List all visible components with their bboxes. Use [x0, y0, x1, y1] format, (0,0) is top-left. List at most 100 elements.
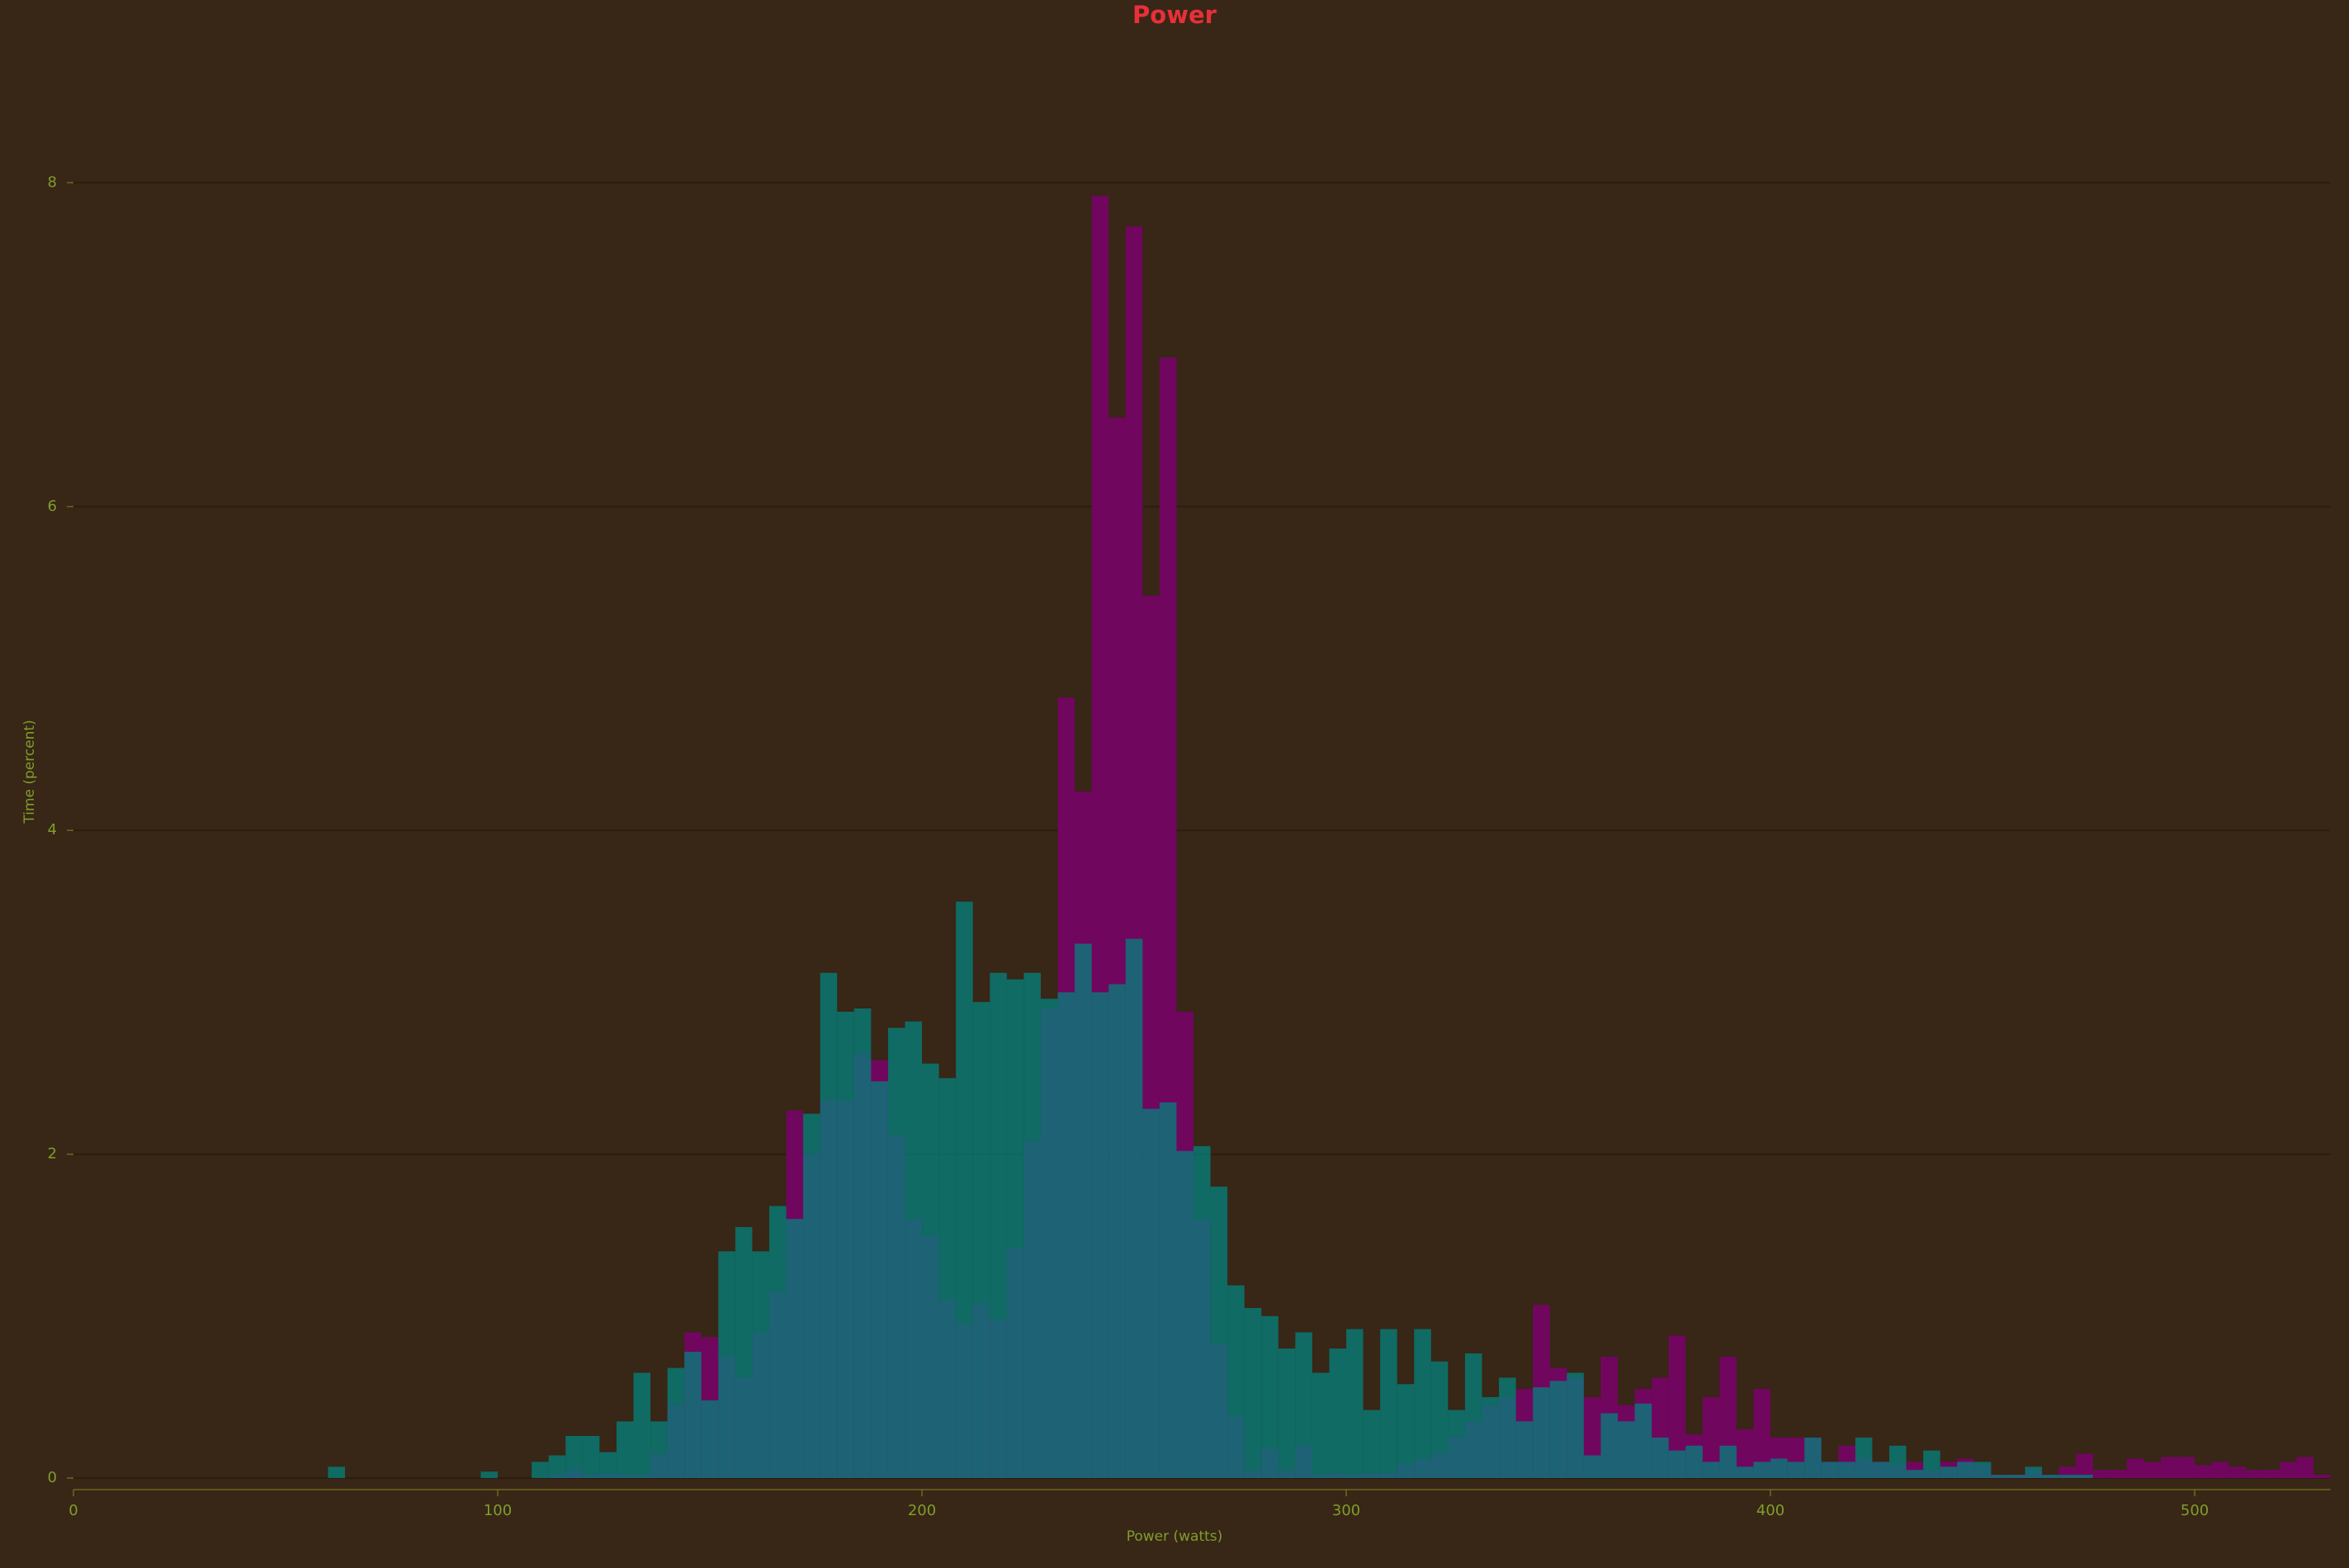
histogram-bar: [1668, 1335, 1686, 1478]
histogram-bar: [2228, 1466, 2246, 1478]
histogram-bar: [701, 1400, 719, 1478]
x-tick-label: 0: [69, 1502, 78, 1519]
histogram-bar: [1312, 1372, 1330, 1478]
histogram-bar: [633, 1372, 651, 1478]
histogram-bar: [532, 1462, 549, 1478]
histogram-bar: [1346, 1329, 1364, 1478]
histogram-bar: [2160, 1457, 2178, 1478]
y-axis-title: Time (percent): [21, 720, 38, 824]
histogram-bar: [1702, 1462, 1720, 1478]
histogram-bar: [1583, 1455, 1601, 1478]
histogram-bar: [887, 1027, 905, 1478]
histogram-bar: [1430, 1361, 1449, 1478]
histogram-bar: [1075, 943, 1092, 1478]
chart-title: Power: [1132, 1, 1217, 29]
histogram-bar: [2143, 1462, 2161, 1478]
histogram-bar: [1719, 1445, 1737, 1478]
histogram-bar: [1787, 1462, 1805, 1478]
histogram-bar: [1125, 938, 1143, 1478]
histogram-bar: [1499, 1377, 1516, 1478]
histogram-bar: [1515, 1421, 1534, 1478]
histogram-bar: [1618, 1421, 1635, 1478]
histogram-bar: [905, 1021, 923, 1478]
histogram-bar: [1600, 1413, 1619, 1478]
histogram-bar: [2177, 1457, 2195, 1478]
histogram-bar: [1210, 1186, 1228, 1478]
histogram-bar: [2195, 1465, 2212, 1478]
histogram-bar: [938, 1078, 957, 1478]
histogram-bar: [1736, 1466, 1754, 1478]
histogram-bar: [786, 1219, 804, 1478]
histogram-bar: [853, 1008, 872, 1478]
histogram-bar: [1329, 1348, 1347, 1478]
x-tick-label: 200: [908, 1502, 936, 1519]
histogram-bar: [582, 1435, 600, 1478]
histogram-bar: [480, 1471, 499, 1478]
y-tick-label: 8: [48, 173, 57, 191]
histogram-bar: [1159, 1102, 1177, 1478]
histogram-bar: [667, 1367, 685, 1478]
x-axis-title: Power (watts): [1127, 1528, 1223, 1545]
histogram-bar: [616, 1421, 634, 1478]
y-tick-label: 6: [48, 498, 57, 515]
histogram-bar: [1142, 1108, 1160, 1478]
histogram-bar: [1227, 1285, 1245, 1478]
histogram-bar: [1193, 1145, 1211, 1478]
histogram-bar: [1770, 1458, 1788, 1478]
histogram-bar: [599, 1452, 617, 1478]
histogram-bar: [328, 1466, 345, 1478]
histogram-bar: [1363, 1410, 1381, 1478]
histogram-bar: [990, 972, 1007, 1478]
x-tick-label: 100: [484, 1502, 512, 1519]
histogram-bar: [1091, 992, 1109, 1478]
histogram-bar: [1855, 1437, 1873, 1478]
histogram-bar: [1753, 1389, 1771, 1478]
y-tick-label: 0: [48, 1469, 57, 1486]
histogram-bar: [2092, 1470, 2110, 1478]
y-tick-label: 2: [48, 1145, 57, 1163]
histogram-bar: [565, 1435, 583, 1478]
histogram-bar: [1821, 1462, 1839, 1478]
histogram-bar: [1702, 1396, 1720, 1478]
histogram-bar: [2245, 1470, 2263, 1478]
histogram-bar: [768, 1206, 787, 1478]
histogram-bar: [1380, 1329, 1397, 1478]
histogram-bar: [1923, 1450, 1940, 1478]
histogram-bar: [1464, 1353, 1482, 1478]
histogram-bar: [2076, 1453, 2093, 1478]
histogram-bar: [2058, 1475, 2077, 1478]
histogram-bar: [1295, 1332, 1312, 1478]
histogram-bar: [2211, 1462, 2229, 1478]
histogram-bar: [1753, 1462, 1771, 1478]
histogram-bar: [2042, 1475, 2059, 1478]
histogram-bar: [718, 1251, 735, 1478]
histogram-bar: [1973, 1462, 1992, 1478]
histogram-bar: [1872, 1462, 1890, 1478]
histogram-bar: [1906, 1470, 1924, 1478]
histogram-bar: [1261, 1315, 1278, 1478]
x-tick-label: 300: [1332, 1502, 1360, 1519]
histogram-bar: [2314, 1475, 2331, 1478]
histogram-bar: [1940, 1466, 1958, 1478]
histogram-bar: [1804, 1437, 1822, 1478]
histogram-bar: [820, 972, 838, 1478]
histogram-bar: [1533, 1387, 1550, 1478]
histogram-bar: [2025, 1466, 2043, 1478]
histogram-bar: [837, 1011, 854, 1478]
histogram-bar: [1668, 1450, 1686, 1478]
histogram-bar: [1057, 992, 1075, 1478]
histogram-bar: [1448, 1410, 1465, 1478]
histogram-bar: [1176, 1150, 1194, 1478]
histogram-bar: [548, 1455, 566, 1478]
histogram-bar: [1549, 1381, 1567, 1478]
histogram-bar: [972, 1002, 990, 1478]
histogram-bar: [1634, 1403, 1652, 1478]
histogram-bar: [2007, 1475, 2025, 1478]
x-tick-label: 500: [2181, 1502, 2209, 1519]
histogram-bar: [2262, 1470, 2280, 1478]
histogram-bar: [2279, 1462, 2297, 1478]
histogram-bar: [1652, 1437, 1669, 1478]
histogram-bar: [1685, 1445, 1703, 1478]
histogram-bar: [1108, 984, 1126, 1478]
